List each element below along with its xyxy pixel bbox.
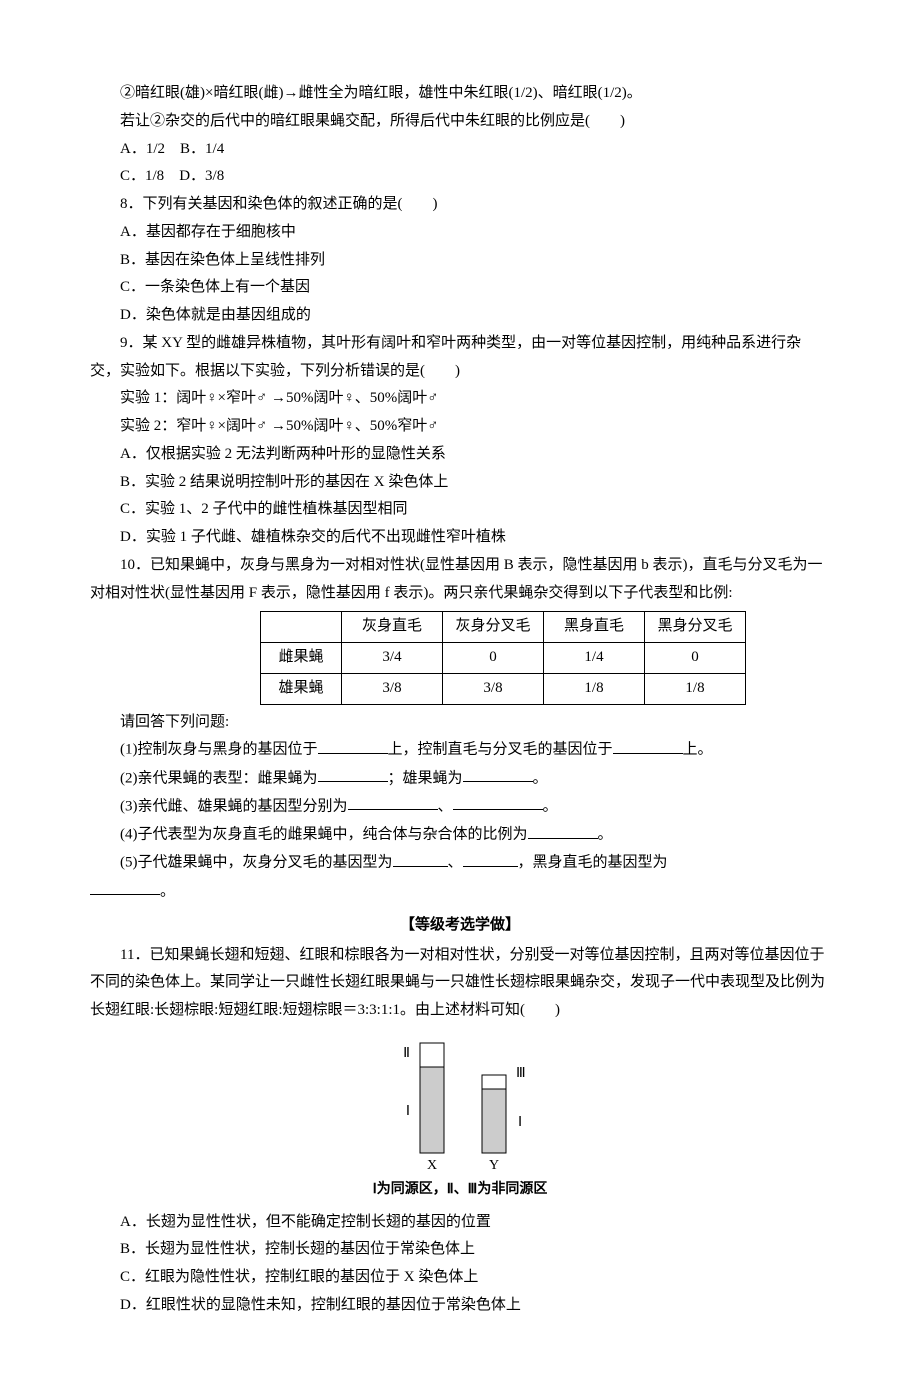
t: (2)亲代果蝇的表型：雌果蝇为 — [120, 770, 318, 786]
q10-p4: (4)子代表型为灰身直毛的雌果蝇中，纯合体与杂合体的比例为 。 — [90, 821, 830, 849]
blank — [453, 793, 543, 811]
row-label: 雄果蝇 — [261, 673, 342, 704]
section-heading: 【等级考选学做】 — [90, 912, 830, 940]
q11-optB: B．长翅为显性性状，控制长翅的基因位于常染色体上 — [90, 1236, 830, 1264]
q10-p5-cont: 。 — [90, 878, 830, 906]
chromosome-svg: Ⅱ Ⅲ Ⅰ Ⅰ X Y — [380, 1033, 540, 1173]
th-blank — [261, 612, 342, 643]
blank — [613, 736, 683, 754]
t: (4)子代表型为灰身直毛的雌果蝇中，纯合体与杂合体的比例为 — [120, 827, 528, 843]
q7-optA: A．1/2 — [120, 141, 165, 157]
row-label: 雌果蝇 — [261, 643, 342, 674]
q8-stem-text: 8．下列有关基因和染色体的叙述正确的是( — [120, 196, 403, 212]
t: (3)亲代雌、雄果蝇的基因型分别为 — [120, 798, 348, 814]
blank — [318, 765, 388, 783]
q9-stem: 9．某 XY 型的雌雄异株植物，其叶形有阔叶和窄叶两种类型，由一对等位基因控制，… — [90, 330, 830, 386]
chromosome-figure: Ⅱ Ⅲ Ⅰ Ⅰ X Y — [90, 1033, 830, 1173]
q9-optC: C．实验 1、2 子代中的雌性植株基因型相同 — [90, 496, 830, 524]
q8-optC: C．一条染色体上有一个基因 — [90, 274, 830, 302]
q9-optD: D．实验 1 子代雌、雄植株杂交的后代不出现雌性窄叶植株 — [90, 524, 830, 552]
paren-space: ) — [425, 363, 460, 379]
q10-ask: 请回答下列问题: — [90, 709, 830, 737]
t: 、 — [438, 798, 453, 814]
q7-opts-ab: A．1/2 B．1/4 — [90, 136, 830, 164]
cell: 0 — [443, 643, 544, 674]
table-header-row: 灰身直毛 灰身分叉毛 黑身直毛 黑身分叉毛 — [261, 612, 746, 643]
table-row: 雌果蝇 3/4 0 1/4 0 — [261, 643, 746, 674]
t: 。 — [598, 827, 613, 843]
t: 上。 — [683, 742, 713, 758]
t: 。 — [533, 770, 548, 786]
t: (5)子代雄果蝇中，灰身分叉毛的基因型为 — [120, 855, 393, 871]
blank — [393, 849, 448, 867]
q11-optA: A．长翅为显性性状，但不能确定控制长翅的基因的位置 — [90, 1209, 830, 1237]
q7-optD: D．3/8 — [179, 168, 224, 184]
paren-space: ) — [590, 113, 625, 129]
blank — [318, 736, 388, 754]
q8-stem: 8．下列有关基因和染色体的叙述正确的是( ) — [90, 191, 830, 219]
q9-optA: A．仅根据实验 2 无法判断两种叶形的显隐性关系 — [90, 441, 830, 469]
cell: 1/8 — [645, 673, 746, 704]
q11-stem-text: 11．已知果蝇长翅和短翅、红眼和棕眼各为一对相对性状，分别受一对等位基因控制，且… — [90, 947, 825, 1019]
th-1: 灰身直毛 — [342, 612, 443, 643]
q7-line2: ②暗红眼(雄)×暗红眼(雌)→雌性全为暗红眼，雄性中朱红眼(1/2)、暗红眼(1… — [90, 80, 830, 108]
t: ；雄果蝇为 — [388, 770, 463, 786]
blank — [463, 849, 518, 867]
t: 、 — [448, 855, 463, 871]
th-2: 灰身分叉毛 — [443, 612, 544, 643]
svg-text:Ⅱ: Ⅱ — [403, 1046, 410, 1061]
q7-optB: B．1/4 — [180, 141, 224, 157]
q8-optA: A．基因都存在于细胞核中 — [90, 219, 830, 247]
svg-text:Ⅰ: Ⅰ — [406, 1104, 410, 1119]
cell: 3/8 — [443, 673, 544, 704]
q11-stem: 11．已知果蝇长翅和短翅、红眼和棕眼各为一对相对性状，分别受一对等位基因控制，且… — [90, 942, 830, 1025]
cell: 3/8 — [342, 673, 443, 704]
svg-text:Ⅰ: Ⅰ — [518, 1115, 522, 1130]
t: 上，控制直毛与分叉毛的基因位于 — [388, 742, 613, 758]
q8-optB: B．基因在染色体上呈线性排列 — [90, 247, 830, 275]
t: 。 — [160, 883, 175, 899]
cell: 0 — [645, 643, 746, 674]
q10-p1: (1)控制灰身与黑身的基因位于 上，控制直毛与分叉毛的基因位于 上。 — [90, 736, 830, 764]
q8-optD: D．染色体就是由基因组成的 — [90, 302, 830, 330]
q10-p5: (5)子代雄果蝇中，灰身分叉毛的基因型为 、 ，黑身直毛的基因型为 — [90, 849, 830, 877]
cell: 1/8 — [544, 673, 645, 704]
q7-opts-cd: C．1/8 D．3/8 — [90, 163, 830, 191]
paren-space: ) — [525, 1002, 560, 1018]
q9-exp2: 实验 2：窄叶♀×阔叶♂ →50%阔叶♀、50%窄叶♂ — [90, 413, 830, 441]
q9-optB: B．实验 2 结果说明控制叶形的基因在 X 染色体上 — [90, 469, 830, 497]
q7-optC: C．1/8 — [120, 168, 164, 184]
th-3: 黑身直毛 — [544, 612, 645, 643]
t: 。 — [543, 798, 558, 814]
q7-stem-text: 若让②杂交的后代中的暗红眼果蝇交配，所得后代中朱红眼的比例应是( — [120, 113, 590, 129]
q11-optD: D．红眼性状的显隐性未知，控制红眼的基因位于常染色体上 — [90, 1292, 830, 1320]
t: (1)控制灰身与黑身的基因位于 — [120, 742, 318, 758]
t: ，黑身直毛的基因型为 — [518, 855, 668, 871]
th-4: 黑身分叉毛 — [645, 612, 746, 643]
q9-exp1: 实验 1：阔叶♀×窄叶♂ →50%阔叶♀、50%阔叶♂ — [90, 385, 830, 413]
q10-p2: (2)亲代果蝇的表型：雌果蝇为 ；雄果蝇为 。 — [90, 765, 830, 793]
cell: 3/4 — [342, 643, 443, 674]
blank — [90, 878, 160, 896]
table-row: 雄果蝇 3/8 3/8 1/8 1/8 — [261, 673, 746, 704]
cell: 1/4 — [544, 643, 645, 674]
blank — [463, 765, 533, 783]
blank — [528, 821, 598, 839]
q10-p3: (3)亲代雌、雄果蝇的基因型分别为 、 。 — [90, 793, 830, 821]
svg-text:Ⅲ: Ⅲ — [516, 1066, 526, 1081]
q11-optC: C．红眼为隐性性状，控制红眼的基因位于 X 染色体上 — [90, 1264, 830, 1292]
figure-caption: Ⅰ为同源区，Ⅱ、Ⅲ为非同源区 — [90, 1177, 830, 1203]
q7-stem: 若让②杂交的后代中的暗红眼果蝇交配，所得后代中朱红眼的比例应是( ) — [90, 108, 830, 136]
q10-table: 灰身直毛 灰身分叉毛 黑身直毛 黑身分叉毛 雌果蝇 3/4 0 1/4 0 雄果… — [260, 611, 746, 704]
blank — [348, 793, 438, 811]
svg-text:Y: Y — [489, 1158, 499, 1173]
svg-text:X: X — [427, 1158, 437, 1173]
paren-space: ) — [403, 196, 438, 212]
q10-stem: 10．已知果蝇中，灰身与黑身为一对相对性状(显性基因用 B 表示，隐性基因用 b… — [90, 552, 830, 608]
